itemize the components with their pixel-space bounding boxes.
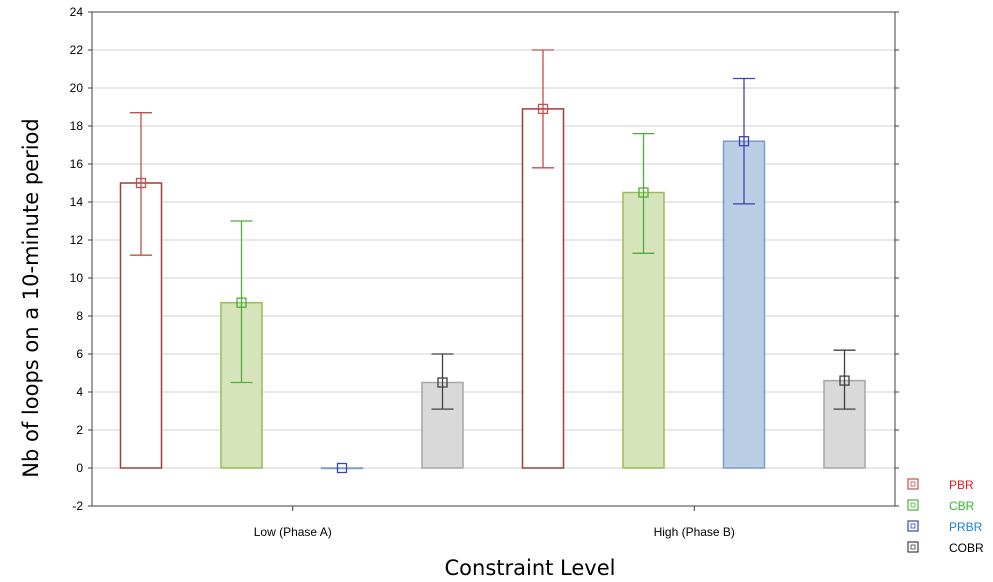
mean-marker-cobr — [839, 375, 850, 386]
bar-prbr — [320, 467, 364, 470]
legend-swatch-inner — [910, 502, 916, 508]
mean-marker-prbr — [738, 136, 750, 147]
mean-marker-cbr — [638, 187, 649, 198]
legend-label-pbr: PBR — [949, 478, 974, 492]
legend-swatch-pbr — [907, 478, 919, 490]
y-tick-label: 12 — [70, 233, 84, 247]
legend-label-cobr: COBR — [949, 541, 984, 555]
legend-swatch-inner — [910, 481, 916, 487]
x-axis-ticks: Low (Phase A) High (Phase B) — [254, 506, 735, 539]
x-tick-label: Low (Phase A) — [254, 525, 332, 539]
grid-lines — [92, 11, 895, 507]
legend-swatch-prbr — [907, 520, 919, 532]
y-tick-label: 6 — [76, 347, 83, 361]
y-tick-label: -2 — [72, 499, 83, 513]
legend: PBR CBR PRBR COBR — [907, 478, 984, 555]
y-tick-label: 14 — [70, 195, 84, 209]
y-tick-label: 10 — [70, 271, 84, 285]
y-tick-label: 16 — [70, 157, 84, 171]
legend-swatch-inner — [910, 544, 916, 550]
mean-marker-prbr — [336, 462, 348, 474]
bar-cobr — [421, 381, 464, 469]
legend-label-cbr: CBR — [949, 499, 975, 513]
y-tick-label: 0 — [76, 461, 83, 475]
legend-label-prbr: PRBR — [949, 520, 983, 534]
legend-swatch-cobr — [907, 541, 919, 553]
mean-marker-cobr — [437, 377, 448, 388]
y-tick-label: 20 — [70, 81, 84, 95]
y-tick-label: 8 — [76, 309, 83, 323]
y-tick-label: 2 — [76, 423, 83, 437]
y-tick-label: 4 — [76, 385, 83, 399]
error-bars — [130, 49, 856, 474]
mean-marker-cbr — [236, 297, 247, 308]
y-tick-label: 24 — [70, 5, 84, 19]
y-axis-title: Nb of loops on a 10-minute period — [19, 118, 43, 477]
bars — [119, 108, 866, 470]
bar-pbr — [521, 108, 565, 469]
y-tick-label: 18 — [70, 119, 84, 133]
plot-frame — [91, 11, 896, 507]
y-tick-label: 22 — [70, 43, 84, 57]
mean-marker-pbr — [135, 177, 147, 189]
mean-marker-pbr — [537, 103, 549, 115]
legend-swatch-cbr — [907, 499, 919, 511]
x-axis-title: Constraint Level — [445, 556, 616, 580]
legend-swatch-inner — [910, 523, 916, 529]
x-tick-label: High (Phase B) — [654, 525, 735, 539]
